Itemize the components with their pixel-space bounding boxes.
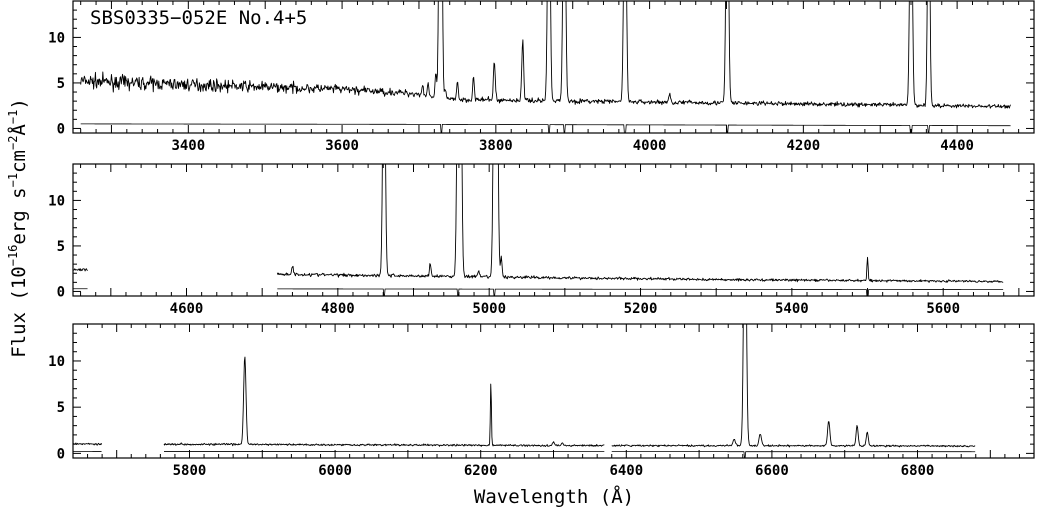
y-tick-label: 0 [57, 121, 65, 137]
spectrum-line-1 [80, 1, 1011, 109]
x-tick-label: 6600 [755, 463, 789, 479]
y-tick-label: 10 [48, 193, 65, 209]
y-tick-label: 10 [48, 30, 65, 46]
panel-3: 5800 6000 6200 6400 6600 6800 0 5 10 [48, 323, 1035, 479]
y-tick-label: 0 [57, 446, 65, 462]
panel-1-frame [72, 0, 1035, 134]
y-tick-label: 10 [48, 354, 65, 370]
x-tick-label: 6400 [609, 463, 643, 479]
y-tick-label: 5 [57, 76, 65, 92]
y-axis-title-exp-a: −1 [6, 110, 20, 124]
x-tick-label: 4200 [787, 138, 821, 154]
x-tick-label: 6200 [464, 463, 498, 479]
panel-3-frame [72, 323, 1035, 459]
y-axis-title: Flux (10−16erg s−1cm−2Å−1) [6, 98, 30, 358]
spectrum-line-1 [73, 442, 102, 446]
panel-1-plot-area [80, 1, 1011, 133]
panel-1: 3400 3600 3800 4000 4200 4400 0 5 10 [48, 0, 1035, 154]
y-axis-title-prefix: Flux (10 [8, 266, 30, 358]
panel-2-plot-area [73, 164, 1004, 296]
x-tick-label: 4000 [633, 138, 667, 154]
panel-2: 4600 4800 5000 5200 5400 5600 0 5 10 [48, 163, 1035, 317]
y-axis-title-unit3: Å [7, 124, 30, 136]
panel-3-plot-area [73, 324, 976, 458]
spectrum-line-2 [163, 356, 605, 448]
y-tick-label: 5 [57, 400, 65, 416]
spectrum-line-1 [73, 268, 88, 272]
x-tick-label: 3800 [479, 138, 513, 154]
y-tick-label: 5 [57, 239, 65, 255]
x-tick-label: 5200 [624, 301, 658, 317]
y-axis-title-exp-cm: −2 [6, 136, 20, 150]
y-axis-title-exp-flux: −16 [6, 245, 20, 267]
x-tick-label: 4600 [170, 301, 204, 317]
error-spectrum-line-3 [611, 451, 976, 458]
x-tick-label: 5000 [472, 301, 506, 317]
x-tick-label: 5600 [926, 301, 960, 317]
y-axis-title-exp-s: −1 [6, 173, 20, 187]
y-tick-label: 0 [57, 284, 65, 300]
x-tick-label: 6800 [901, 463, 935, 479]
y-axis-title-unit2: cm [8, 150, 30, 173]
x-axis-title: Wavelength (Å) [474, 485, 634, 508]
y-axis-title-suffix: ) [8, 98, 30, 109]
y-axis-title-unit1: erg s [8, 187, 30, 244]
x-tick-label: 6000 [318, 463, 352, 479]
x-tick-label: 3600 [325, 138, 359, 154]
x-tick-label: 5400 [775, 301, 809, 317]
x-tick-label: 4800 [321, 301, 355, 317]
panels-group: 3400 3600 3800 4000 4200 4400 0 5 10 4600 4800 5000… [48, 0, 1035, 479]
x-tick-label: 3400 [171, 138, 205, 154]
x-tick-label: 4400 [940, 138, 974, 154]
x-tick-label: 5800 [173, 463, 207, 479]
spectrum-line-3 [611, 324, 976, 448]
spectrum-line-2 [276, 164, 1004, 283]
object-label: SBS0335−052E No.4+5 [90, 7, 307, 29]
panel-2-frame [72, 163, 1035, 297]
error-spectrum-line-1 [80, 123, 1011, 133]
